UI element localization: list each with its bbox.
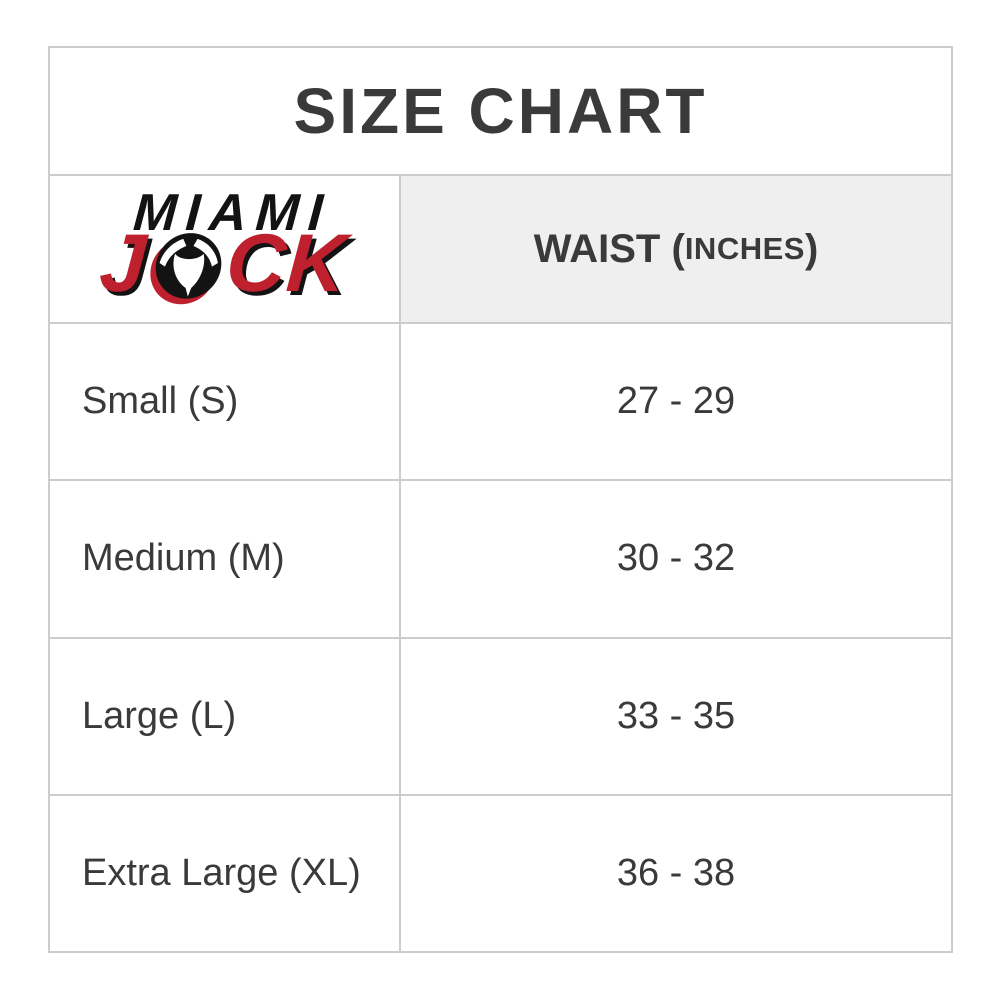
jockstrap-in-circle-icon: [149, 233, 221, 305]
table-row-size-small: Small (S): [50, 324, 399, 480]
waist-header-unit: INCHES: [684, 231, 805, 266]
size-label: Extra Large (XL): [82, 851, 361, 894]
waist-header-paren-close: ): [804, 226, 819, 271]
size-label: Large (L): [82, 694, 237, 737]
size-label: Small (S): [82, 380, 239, 423]
page-title: SIZE CHART: [293, 75, 708, 147]
waist-value: 27 - 29: [616, 380, 736, 423]
waist-header-paren-open: (: [671, 226, 685, 271]
table-row-size-large: Large (L): [50, 638, 399, 794]
size-chart-table: SIZE CHART MIAMI J CK WAIST ( INCHES ): [48, 46, 953, 953]
waist-value: 30 - 32: [616, 537, 736, 580]
table-row-size-xlarge: Extra Large (XL): [50, 795, 399, 951]
size-label: Medium (M): [82, 537, 285, 580]
brand-logo: MIAMI J CK: [96, 184, 353, 311]
brand-word-jock: J CK: [96, 218, 351, 309]
brand-logo-cell: MIAMI J CK: [50, 176, 399, 322]
table-row-waist-large: 33 - 35: [401, 638, 951, 794]
table-row-waist-medium: 30 - 32: [401, 481, 951, 637]
jock-letters-ck: CK: [223, 218, 351, 309]
table-row-waist-xlarge: 36 - 38: [401, 795, 951, 951]
waist-header-label: WAIST: [533, 226, 672, 271]
table-row-waist-small: 27 - 29: [401, 324, 951, 480]
jock-letter-j: J: [96, 218, 150, 309]
title-row: SIZE CHART: [50, 48, 951, 174]
table-row-size-medium: Medium (M): [50, 481, 399, 637]
waist-value: 36 - 38: [616, 851, 736, 894]
waist-column-header: WAIST ( INCHES ): [401, 176, 951, 322]
waist-value: 33 - 35: [616, 694, 736, 737]
